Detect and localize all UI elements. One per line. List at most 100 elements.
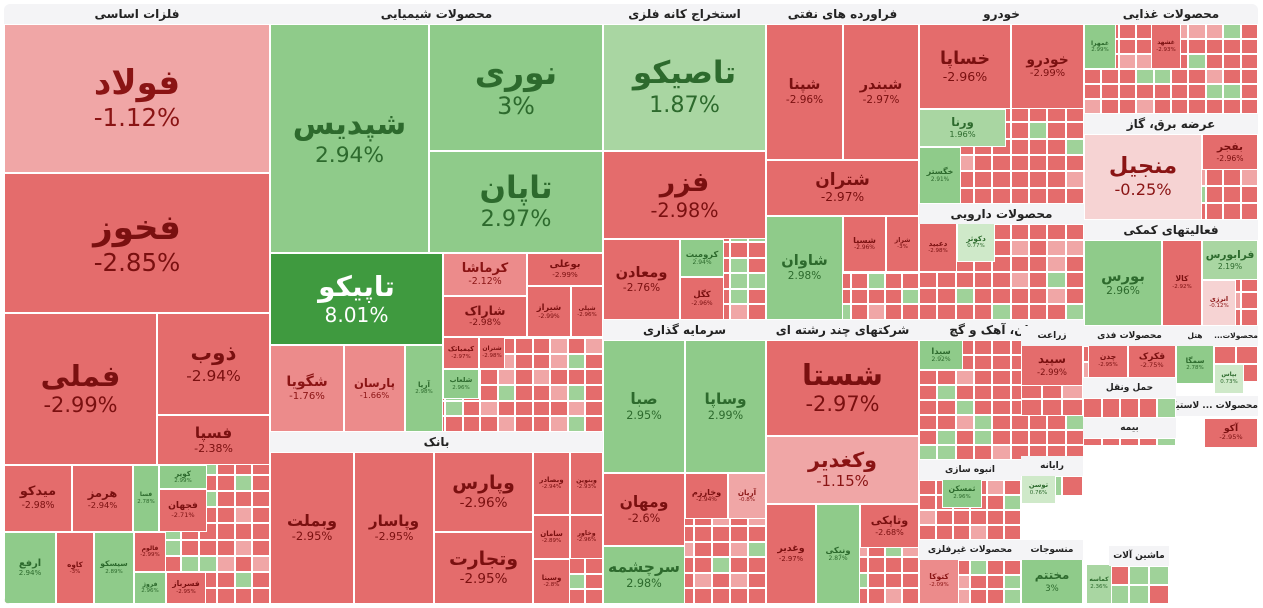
stock-tile[interactable]: [937, 304, 956, 320]
stock-tile[interactable]: [1240, 291, 1258, 309]
stock-cell[interactable]: انرژی -0.12%: [1202, 280, 1236, 326]
stock-tile[interactable]: [585, 573, 603, 589]
stock-tile[interactable]: [462, 400, 481, 417]
stock-tile[interactable]: [1010, 171, 1029, 188]
stock-tile[interactable]: [974, 370, 993, 385]
stock-cell[interactable]: منجیل -0.25%: [1084, 134, 1202, 220]
stock-tile[interactable]: [1240, 308, 1258, 326]
stock-tile[interactable]: [885, 273, 902, 289]
stock-tile[interactable]: [585, 369, 603, 385]
stock-tile[interactable]: [992, 240, 1011, 256]
stock-tile[interactable]: [1118, 99, 1137, 114]
stock-tile[interactable]: [747, 242, 766, 258]
stock-tile[interactable]: [1205, 39, 1224, 54]
stock-tile[interactable]: [902, 304, 919, 320]
stock-tile[interactable]: [747, 572, 766, 589]
stock-tile[interactable]: [1240, 54, 1258, 69]
stock-tile[interactable]: [163, 555, 182, 572]
stock-tile[interactable]: [1120, 438, 1139, 446]
stock-tile[interactable]: [1004, 495, 1021, 510]
stock-cell[interactable]: ارفع 2.94%: [4, 532, 56, 604]
stock-tile[interactable]: [1010, 224, 1029, 240]
stock-tile[interactable]: [902, 572, 919, 589]
stock-cell[interactable]: ثمسکن 2.96%: [942, 478, 982, 508]
stock-tile[interactable]: [1157, 398, 1176, 418]
stock-tile[interactable]: [181, 539, 200, 556]
stock-tile[interactable]: [585, 588, 603, 604]
stock-tile[interactable]: [1010, 138, 1029, 155]
stock-tile[interactable]: [585, 353, 603, 370]
stock-tile[interactable]: [1223, 39, 1241, 54]
stock-tile[interactable]: [234, 539, 253, 556]
stock-cell[interactable]: وپاسار -2.95%: [354, 452, 434, 604]
stock-tile[interactable]: [987, 574, 1004, 590]
stock-tile[interactable]: [747, 257, 766, 274]
stock-tile[interactable]: [1021, 398, 1042, 416]
stock-cell[interactable]: کتوکا -2.09%: [919, 558, 959, 604]
stock-tile[interactable]: [693, 557, 712, 573]
stock-tile[interactable]: [885, 588, 902, 604]
stock-tile[interactable]: [711, 541, 730, 558]
stock-tile[interactable]: [1205, 54, 1224, 69]
stock-tile[interactable]: [252, 491, 270, 508]
stock-tile[interactable]: [497, 384, 516, 401]
stock-tile[interactable]: [902, 557, 919, 573]
stock-tile[interactable]: [1153, 99, 1171, 114]
stock-tile[interactable]: [953, 525, 970, 540]
stock-tile[interactable]: [515, 337, 533, 354]
stock-tile[interactable]: [234, 491, 253, 508]
stock-tile[interactable]: [919, 304, 938, 320]
stock-tile[interactable]: [1065, 256, 1084, 272]
stock-tile[interactable]: [567, 573, 586, 589]
stock-tile[interactable]: [532, 369, 551, 385]
stock-tile[interactable]: [1029, 304, 1048, 320]
stock-cell[interactable]: فخوز -2.85%: [4, 173, 270, 313]
stock-tile[interactable]: [937, 445, 956, 460]
stock-tile[interactable]: [1004, 574, 1021, 590]
stock-tile[interactable]: [1010, 304, 1029, 320]
stock-tile[interactable]: [1101, 84, 1119, 99]
stock-tile[interactable]: [1029, 171, 1048, 188]
stock-tile[interactable]: [550, 416, 568, 432]
stock-cell[interactable]: ذوب -2.94%: [157, 313, 270, 415]
stock-cell[interactable]: وپارس -2.96%: [434, 452, 533, 532]
stock-tile[interactable]: [919, 400, 938, 415]
stock-tile[interactable]: [567, 416, 586, 432]
stock-tile[interactable]: [1240, 185, 1258, 203]
stock-tile[interactable]: [1240, 84, 1258, 99]
stock-tile[interactable]: [1149, 585, 1169, 604]
stock-cell[interactable]: فولاد -1.12%: [4, 24, 270, 173]
stock-tile[interactable]: [1062, 398, 1083, 416]
stock-tile[interactable]: [729, 242, 748, 258]
stock-tile[interactable]: [1029, 256, 1048, 272]
stock-tile[interactable]: [1083, 398, 1102, 418]
stock-tile[interactable]: [252, 507, 270, 524]
stock-tile[interactable]: [955, 288, 974, 304]
stock-tile[interactable]: [955, 304, 974, 320]
stock-tile[interactable]: [747, 526, 766, 542]
stock-tile[interactable]: [1047, 187, 1066, 204]
stock-cell[interactable]: شتران -2.97%: [766, 160, 919, 216]
stock-tile[interactable]: [515, 400, 533, 417]
stock-tile[interactable]: [1065, 187, 1084, 204]
stock-tile[interactable]: [532, 416, 551, 432]
stock-tile[interactable]: [1138, 438, 1158, 446]
stock-tile[interactable]: [1047, 430, 1066, 445]
stock-tile[interactable]: [216, 555, 235, 572]
stock-cell[interactable]: ورنا 1.96%: [919, 109, 1006, 147]
stock-tile[interactable]: [1176, 416, 1193, 418]
stock-tile[interactable]: [955, 445, 974, 460]
stock-tile[interactable]: [1171, 84, 1189, 99]
stock-tile[interactable]: [693, 572, 712, 589]
stock-cell[interactable]: شستا -2.97%: [766, 340, 919, 436]
stock-cell[interactable]: وتجارت -2.95%: [434, 532, 533, 604]
stock-tile[interactable]: [1047, 154, 1066, 172]
stock-tile[interactable]: [216, 523, 235, 540]
stock-tile[interactable]: [1065, 154, 1084, 172]
stock-tile[interactable]: [974, 304, 993, 320]
stock-cell[interactable]: خودرو -2.99%: [1011, 24, 1084, 109]
stock-tile[interactable]: [252, 571, 270, 588]
stock-tile[interactable]: [1010, 154, 1029, 172]
stock-tile[interactable]: [1004, 560, 1021, 575]
stock-cell[interactable]: سامان -2.89%: [533, 515, 570, 559]
